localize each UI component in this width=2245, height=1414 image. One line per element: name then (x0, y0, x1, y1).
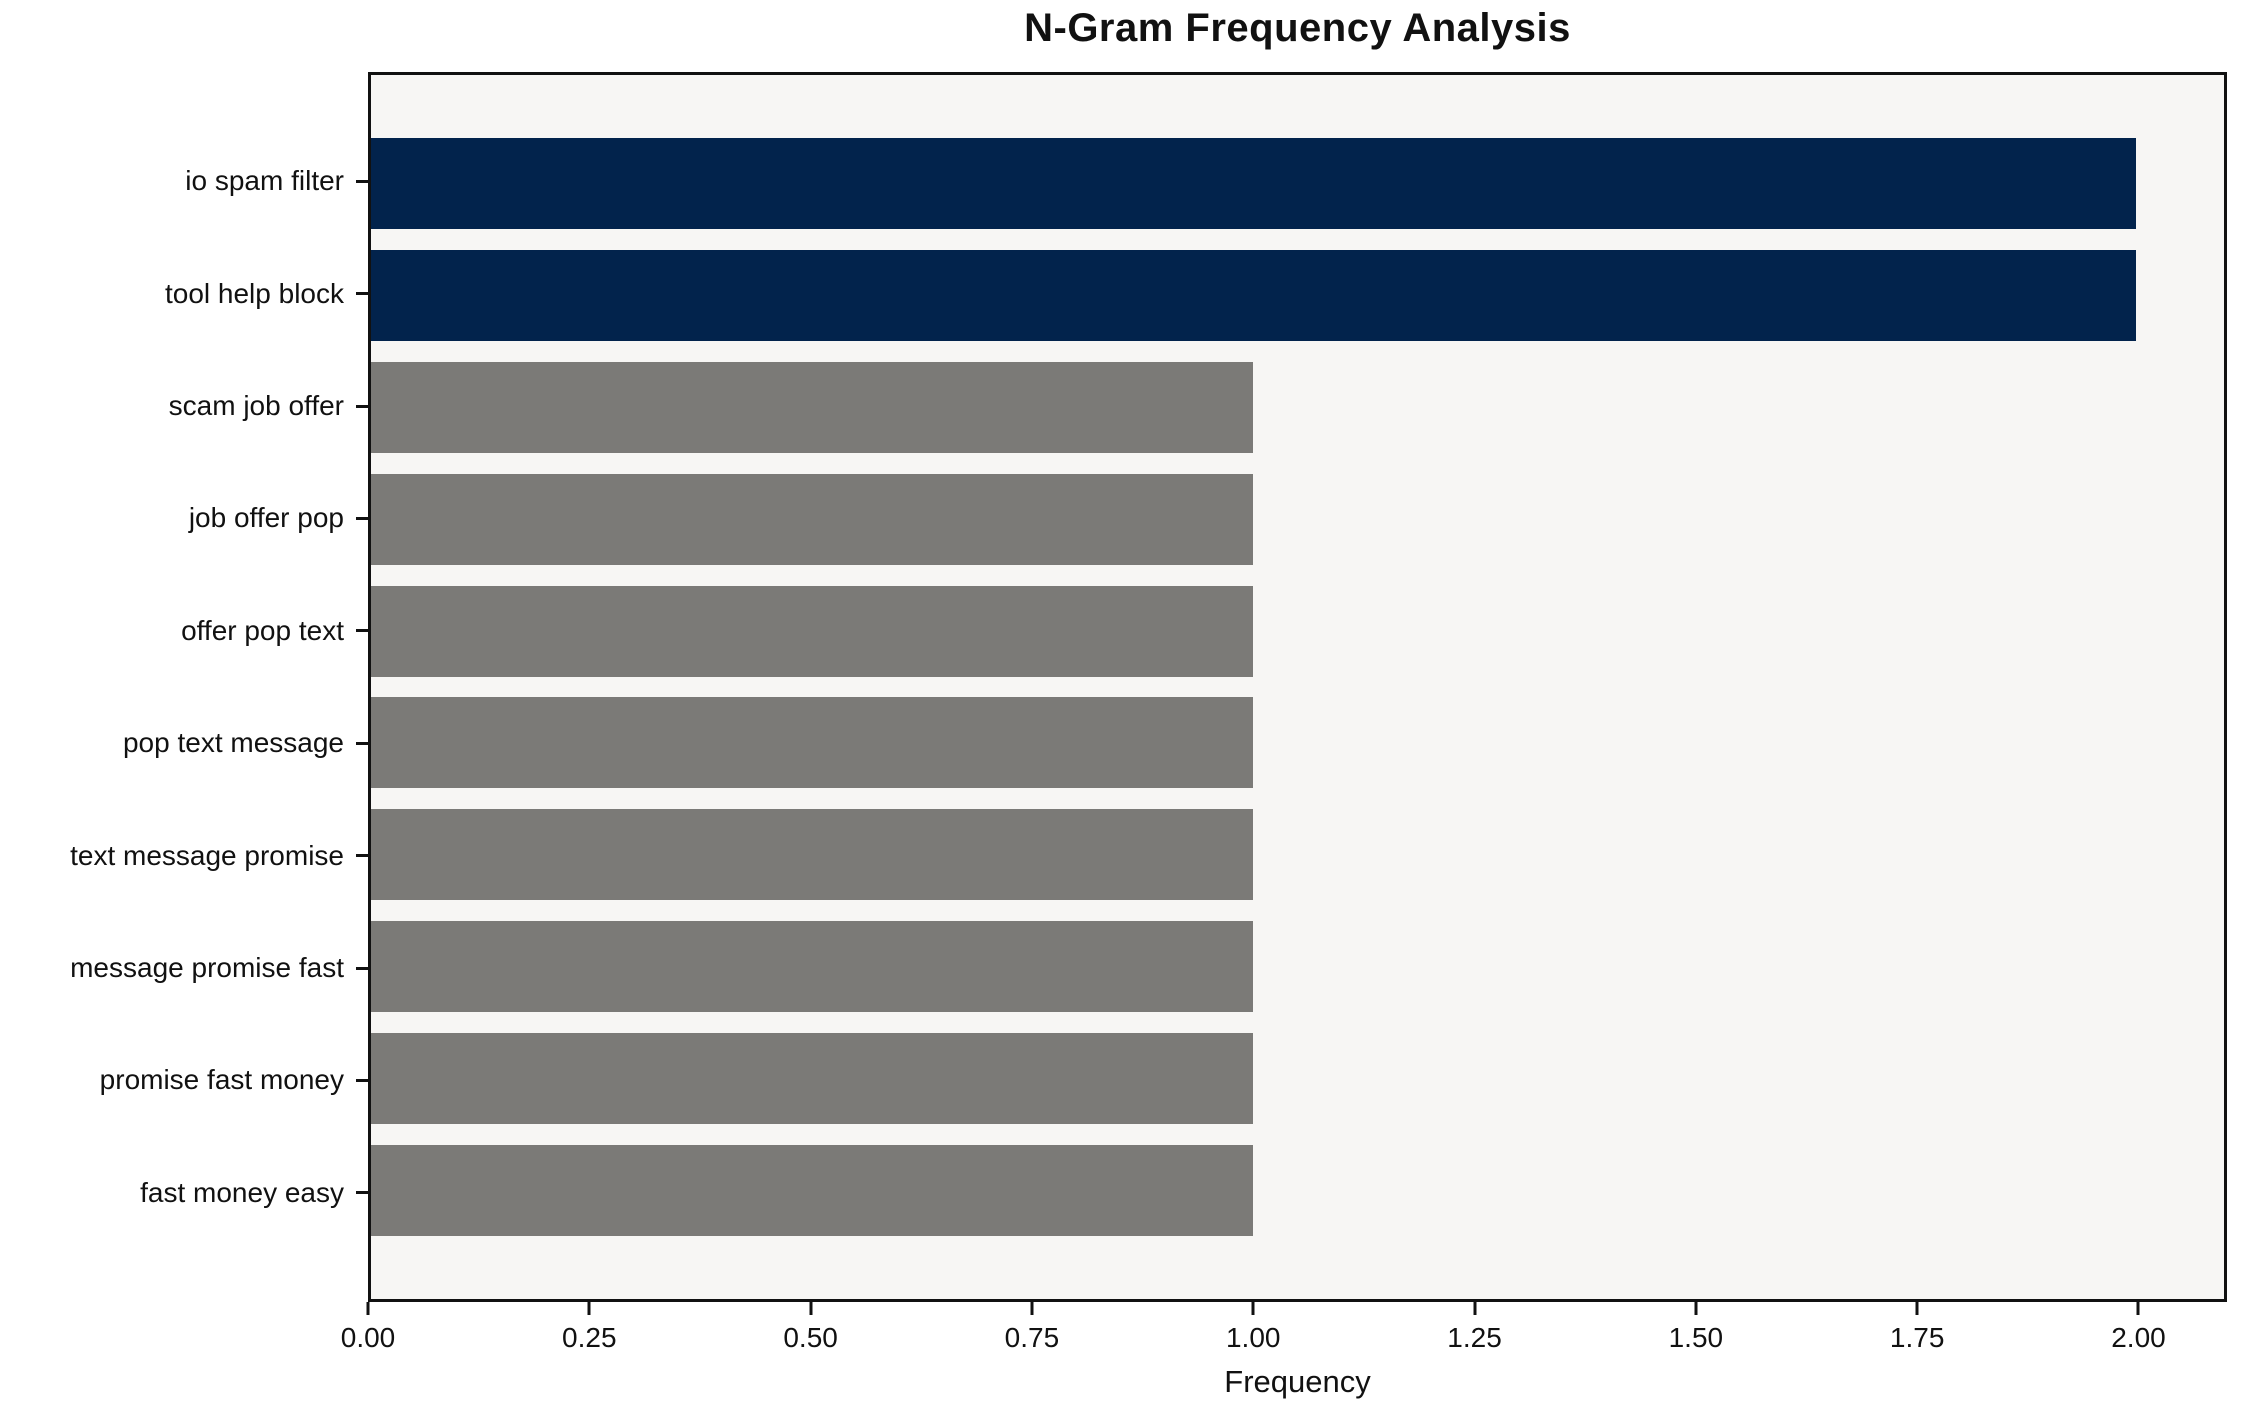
y-tick-label: io spam filter (185, 165, 344, 197)
x-tick-mark (1030, 1302, 1034, 1315)
x-tick-mark (1473, 1302, 1477, 1315)
y-tick-label: scam job offer (168, 390, 344, 422)
x-tick-label: 1.00 (1225, 1322, 1281, 1353)
y-label-row: job offer pop (0, 462, 344, 574)
bar (371, 1032, 1254, 1124)
bar (371, 920, 1254, 1012)
y-tick-mark (356, 292, 368, 296)
x-tick-mark (1915, 1302, 1919, 1315)
y-tick-row (356, 1024, 368, 1136)
bar-row (371, 128, 2224, 240)
bar-row (371, 240, 2224, 352)
y-tick-row (356, 799, 368, 911)
y-tick-row (356, 350, 368, 462)
y-tick-mark (356, 1191, 368, 1195)
x-tick-label: 0.75 (1004, 1322, 1060, 1353)
x-tick-label: 0.25 (562, 1322, 617, 1353)
bar-row (371, 1134, 2224, 1246)
y-tick-mark (356, 179, 368, 183)
y-tick-label: fast money easy (140, 1176, 344, 1208)
bar-row (371, 799, 2224, 911)
y-label-row: io spam filter (0, 125, 344, 237)
x-tick-mark (587, 1302, 591, 1315)
y-tick-mark (356, 854, 368, 858)
y-tick-row (356, 1137, 368, 1249)
plot-area (368, 72, 2227, 1302)
bar-row (371, 575, 2224, 687)
y-tick-row (356, 462, 368, 574)
bar (371, 250, 2136, 342)
bar-row (371, 911, 2224, 1023)
bar-row (371, 352, 2224, 464)
x-tick-mark (1694, 1302, 1698, 1315)
y-tick-mark (356, 966, 368, 970)
y-tick-mark (356, 629, 368, 633)
x-tick-label: 1.25 (1447, 1322, 1502, 1353)
x-tick-mark (809, 1302, 813, 1315)
y-tick-label: pop text message (122, 727, 344, 759)
y-tick-label: message promise fast (70, 952, 344, 984)
bar (371, 585, 1254, 677)
y-tick-mark (356, 1078, 368, 1082)
y-label-row: fast money easy (0, 1137, 344, 1249)
bar (371, 1144, 1254, 1236)
x-tick-mark (1251, 1302, 1255, 1315)
bar-row (371, 687, 2224, 799)
x-tick-label: 1.75 (1889, 1322, 1945, 1353)
y-tick-label: text message promise (70, 839, 344, 871)
y-label-row: promise fast money (0, 1024, 344, 1136)
y-tick-row (356, 575, 368, 687)
y-tick-mark (356, 741, 368, 745)
bar-row (371, 463, 2224, 575)
chart-title: N-Gram Frequency Analysis (1024, 6, 1571, 50)
y-label-row: text message promise (0, 799, 344, 911)
y-tick-mark (356, 404, 368, 408)
bar (371, 809, 1254, 901)
y-label-row: scam job offer (0, 350, 344, 462)
x-tick-label: 2.00 (2111, 1322, 2166, 1353)
y-tick-row (356, 687, 368, 799)
bars-layer (371, 75, 2224, 1299)
y-label-row: tool help block (0, 237, 344, 349)
y-axis-labels: io spam filter tool help block scam job of… (0, 72, 344, 1302)
y-tick-label: tool help block (164, 277, 344, 309)
y-label-row: message promise fast (0, 912, 344, 1024)
y-tick-row (356, 237, 368, 349)
x-tick-label: 0.00 (340, 1322, 396, 1353)
x-tick-mark (366, 1302, 370, 1315)
y-tick-label: offer pop text (181, 614, 344, 646)
y-tick-row (356, 125, 368, 237)
y-label-row: pop text message (0, 687, 344, 799)
bar (371, 697, 1254, 789)
y-tick-mark (356, 516, 368, 520)
bar-row (371, 1022, 2224, 1134)
x-tick-label: 1.50 (1668, 1322, 1724, 1353)
x-tick-label: 0.50 (783, 1322, 838, 1353)
y-axis-tick-marks (356, 72, 368, 1302)
y-label-row: offer pop text (0, 575, 344, 687)
bar (371, 361, 1254, 453)
y-tick-label: job offer pop (188, 502, 344, 534)
y-tick-row (356, 912, 368, 1024)
bar (371, 138, 2136, 230)
y-tick-label: promise fast money (99, 1064, 344, 1096)
bar (371, 473, 1254, 565)
x-tick-mark (2136, 1302, 2140, 1315)
x-axis-label: Frequency (1224, 1364, 1371, 1399)
